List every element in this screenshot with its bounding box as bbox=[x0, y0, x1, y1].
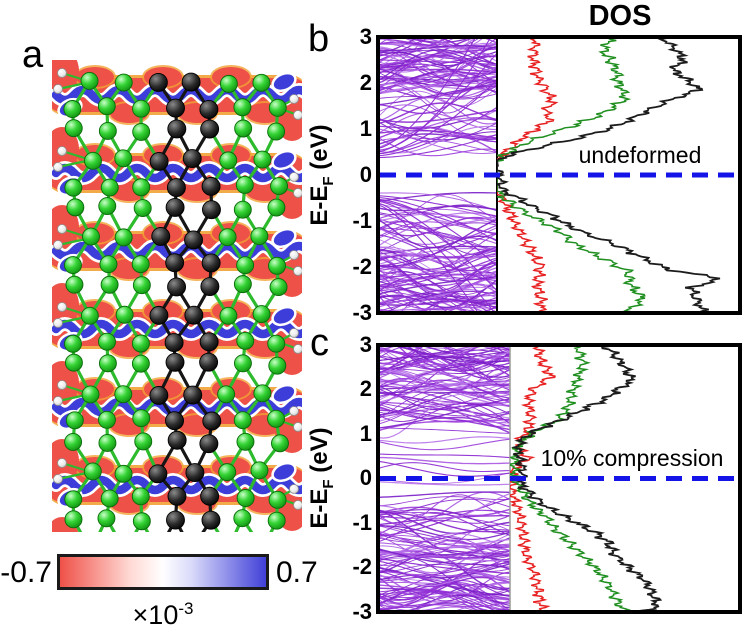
band-structure-b bbox=[378, 37, 497, 313]
hydrogen-atoms bbox=[53, 68, 302, 510]
y-tick-c-3: 3 bbox=[359, 332, 372, 357]
y-tick-c-0: 0 bbox=[359, 465, 372, 490]
dos-curve-black-b bbox=[497, 37, 721, 313]
panel-c-label: c bbox=[310, 322, 329, 364]
molecule-atoms bbox=[63, 71, 289, 531]
panel-a-label: a bbox=[22, 34, 44, 76]
dos-curve-red-c bbox=[510, 345, 556, 612]
annotation-undeformed: undeformed bbox=[578, 142, 702, 168]
colorbar-gradient bbox=[57, 554, 269, 590]
y-tick-b-m2: -2 bbox=[352, 254, 372, 279]
colorbar-min-label: -0.7 bbox=[0, 556, 52, 589]
y-tick-c-m2: -2 bbox=[352, 554, 372, 579]
band-structure-c bbox=[378, 345, 510, 612]
y-tick-b-2: 2 bbox=[359, 70, 372, 95]
dos-curves-b bbox=[497, 37, 721, 313]
y-tick-c-m1: -1 bbox=[352, 510, 372, 535]
plot-frame-b bbox=[376, 35, 742, 315]
plot-frame-c bbox=[376, 343, 742, 614]
y-tick-b-m1: -1 bbox=[352, 208, 372, 233]
y-tick-b-m3: -3 bbox=[352, 300, 372, 325]
molecule-illustration bbox=[52, 60, 302, 532]
y-tick-c-m3: -3 bbox=[352, 599, 372, 624]
panel-b-label: b bbox=[308, 18, 330, 60]
colorbar-scale-label: ×10-3 bbox=[132, 599, 194, 630]
y-tick-c-1: 1 bbox=[359, 421, 372, 446]
dos-curve-red-b bbox=[497, 37, 559, 313]
dos-axis-title: DOS bbox=[588, 0, 652, 32]
y-tick-b-1: 1 bbox=[359, 116, 372, 141]
y-tick-c-2: 2 bbox=[359, 376, 372, 401]
colorbar-max-label: 0.7 bbox=[276, 556, 318, 589]
y-tick-b-0: 0 bbox=[359, 162, 372, 187]
dos-curve-green-b bbox=[497, 37, 646, 313]
y-tick-b-3: 3 bbox=[359, 24, 372, 49]
annotation-compression: 10% compression bbox=[540, 445, 724, 471]
